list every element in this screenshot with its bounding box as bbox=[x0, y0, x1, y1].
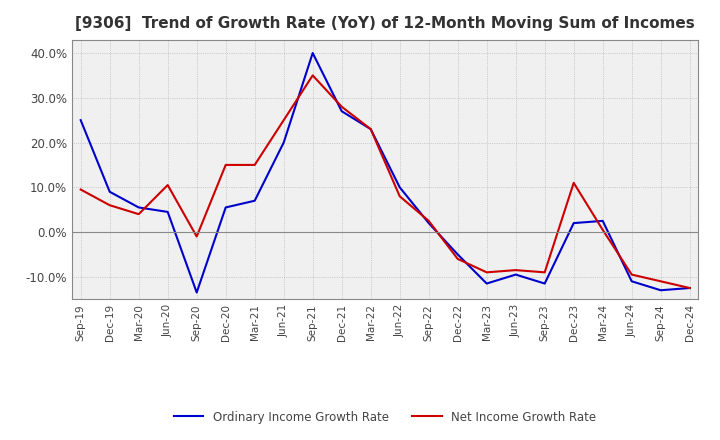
Net Income Growth Rate bbox=[627, 272, 636, 277]
Net Income Growth Rate bbox=[395, 194, 404, 199]
Legend: Ordinary Income Growth Rate, Net Income Growth Rate: Ordinary Income Growth Rate, Net Income … bbox=[169, 406, 601, 428]
Net Income Growth Rate bbox=[454, 256, 462, 261]
Net Income Growth Rate bbox=[135, 212, 143, 217]
Ordinary Income Growth Rate bbox=[192, 290, 201, 295]
Net Income Growth Rate bbox=[279, 117, 288, 123]
Ordinary Income Growth Rate bbox=[657, 288, 665, 293]
Ordinary Income Growth Rate bbox=[454, 252, 462, 257]
Net Income Growth Rate bbox=[598, 227, 607, 232]
Ordinary Income Growth Rate bbox=[105, 189, 114, 194]
Net Income Growth Rate bbox=[657, 279, 665, 284]
Line: Ordinary Income Growth Rate: Ordinary Income Growth Rate bbox=[81, 53, 690, 293]
Net Income Growth Rate bbox=[685, 286, 694, 291]
Net Income Growth Rate bbox=[541, 270, 549, 275]
Line: Net Income Growth Rate: Net Income Growth Rate bbox=[81, 75, 690, 288]
Net Income Growth Rate bbox=[163, 183, 172, 188]
Net Income Growth Rate bbox=[221, 162, 230, 168]
Net Income Growth Rate bbox=[482, 270, 491, 275]
Net Income Growth Rate bbox=[192, 234, 201, 239]
Ordinary Income Growth Rate bbox=[76, 117, 85, 123]
Net Income Growth Rate bbox=[308, 73, 317, 78]
Ordinary Income Growth Rate bbox=[685, 286, 694, 291]
Ordinary Income Growth Rate bbox=[366, 126, 375, 132]
Net Income Growth Rate bbox=[76, 187, 85, 192]
Ordinary Income Growth Rate bbox=[338, 109, 346, 114]
Ordinary Income Growth Rate bbox=[511, 272, 520, 277]
Ordinary Income Growth Rate bbox=[598, 218, 607, 224]
Ordinary Income Growth Rate bbox=[221, 205, 230, 210]
Ordinary Income Growth Rate bbox=[482, 281, 491, 286]
Net Income Growth Rate bbox=[366, 126, 375, 132]
Ordinary Income Growth Rate bbox=[541, 281, 549, 286]
Ordinary Income Growth Rate bbox=[135, 205, 143, 210]
Ordinary Income Growth Rate bbox=[308, 51, 317, 56]
Net Income Growth Rate bbox=[338, 104, 346, 110]
Ordinary Income Growth Rate bbox=[395, 185, 404, 190]
Ordinary Income Growth Rate bbox=[251, 198, 259, 203]
Net Income Growth Rate bbox=[251, 162, 259, 168]
Net Income Growth Rate bbox=[570, 180, 578, 186]
Net Income Growth Rate bbox=[424, 218, 433, 224]
Ordinary Income Growth Rate bbox=[570, 220, 578, 226]
Ordinary Income Growth Rate bbox=[163, 209, 172, 215]
Title: [9306]  Trend of Growth Rate (YoY) of 12-Month Moving Sum of Incomes: [9306] Trend of Growth Rate (YoY) of 12-… bbox=[76, 16, 695, 32]
Ordinary Income Growth Rate bbox=[424, 220, 433, 226]
Net Income Growth Rate bbox=[511, 268, 520, 273]
Net Income Growth Rate bbox=[105, 202, 114, 208]
Ordinary Income Growth Rate bbox=[279, 140, 288, 145]
Ordinary Income Growth Rate bbox=[627, 279, 636, 284]
